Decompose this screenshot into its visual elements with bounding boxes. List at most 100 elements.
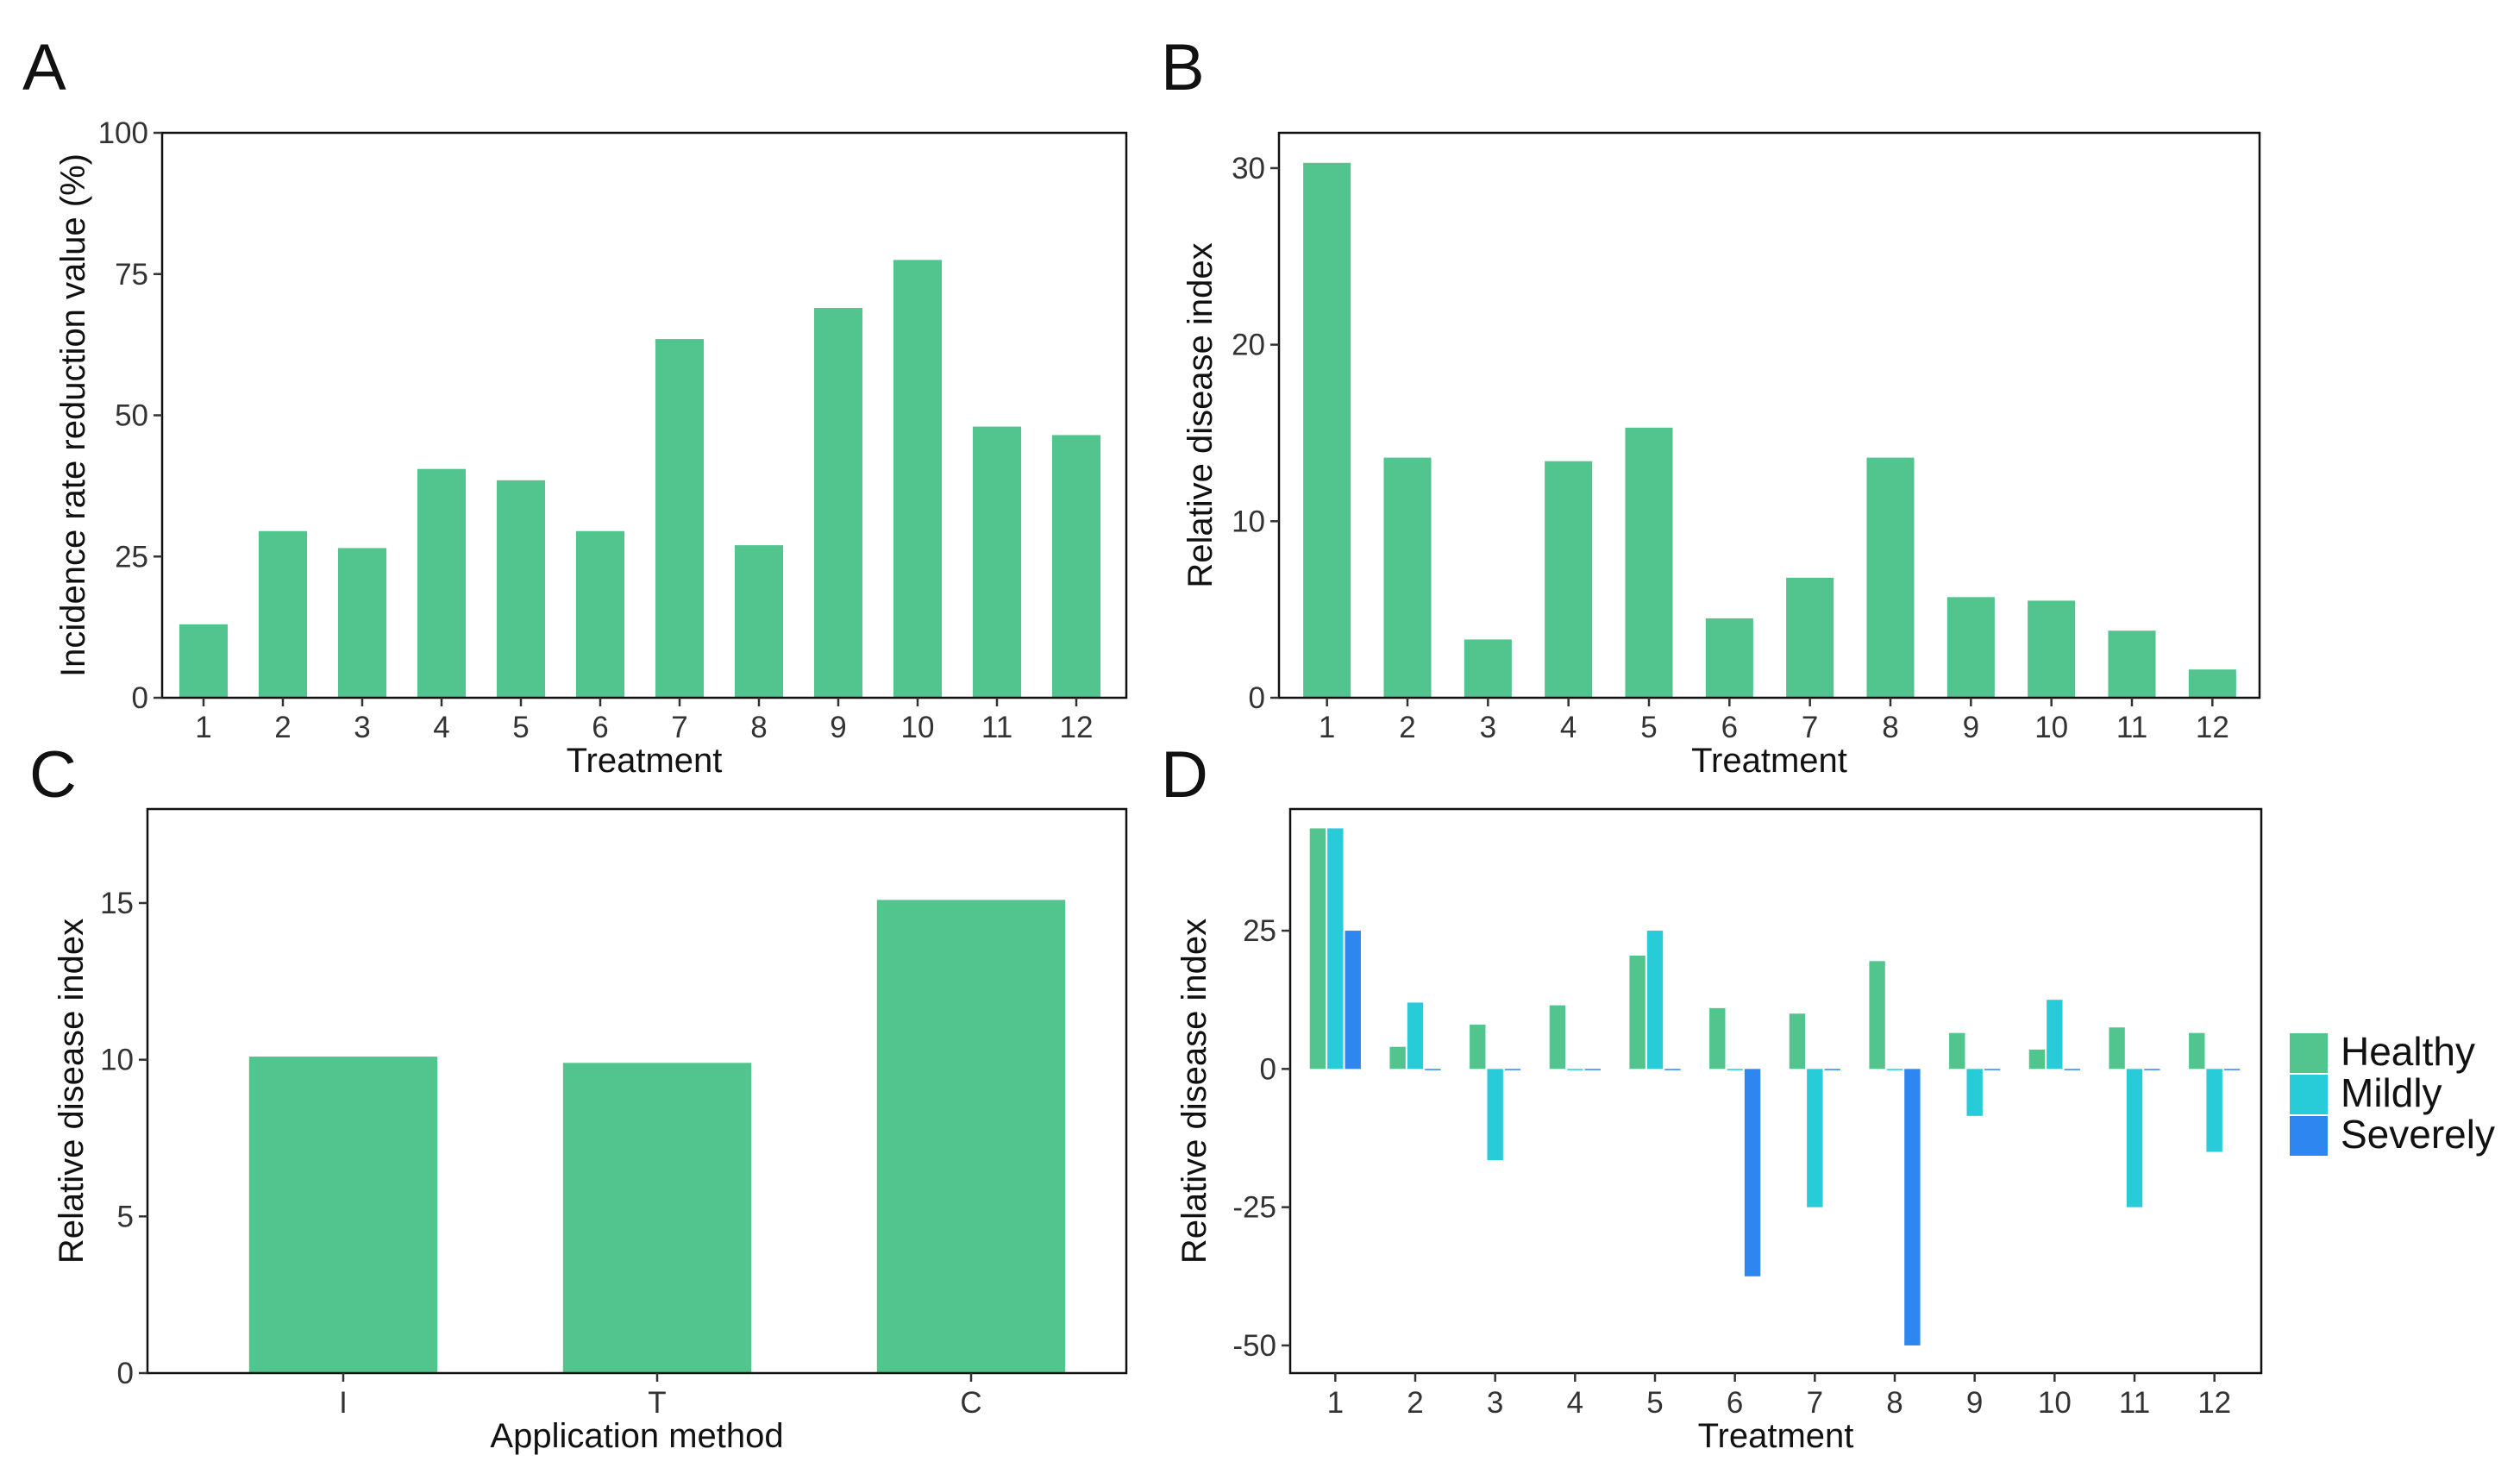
bar-severely-9 [1984, 1069, 2001, 1070]
x-tick-label: 7 [1802, 711, 1818, 744]
bar-mildly-2 [1407, 1002, 1424, 1069]
bar-12 [1051, 435, 1101, 698]
x-tick-label: 11 [2119, 1386, 2150, 1420]
bar-severely-2 [1425, 1069, 1441, 1070]
legend-label-severely: Severely [2341, 1112, 2495, 1157]
x-tick-label: 10 [901, 711, 935, 744]
x-tick-label: 1 [195, 711, 211, 744]
x-tick-label: 8 [1882, 711, 1898, 744]
x-tick-label: 4 [1560, 711, 1577, 744]
bar-6 [1705, 618, 1753, 698]
bar-severely-7 [1824, 1069, 1840, 1070]
x-tick-label: 7 [671, 711, 687, 744]
bar-3 [337, 548, 387, 698]
x-tick-label: 2 [1407, 1386, 1423, 1420]
bar-mildly-11 [2126, 1069, 2143, 1207]
bar-mildly-8 [1886, 1069, 1903, 1070]
x-axis-title: Treatment [1691, 742, 1847, 780]
x-tick-label: 9 [830, 711, 846, 744]
y-axis-title: Relative disease index [53, 919, 91, 1264]
bar-mildly-4 [1567, 1069, 1583, 1070]
y-tick-label: 10 [1232, 505, 1265, 538]
x-tick-label: 4 [1567, 1386, 1583, 1420]
x-tick-label: 3 [1487, 1386, 1503, 1420]
bar-healthy-2 [1389, 1046, 1406, 1069]
bar-healthy-11 [2109, 1027, 2125, 1069]
x-tick-label: 5 [1640, 711, 1657, 744]
bar-healthy-9 [1949, 1032, 1965, 1069]
bar-10 [893, 260, 943, 698]
y-tick-label: 50 [115, 399, 148, 433]
bar-T [562, 1063, 752, 1373]
x-tick-label: I [339, 1386, 348, 1420]
bar-severely-10 [2064, 1069, 2080, 1070]
bar-I [248, 1057, 438, 1373]
bar-C [876, 900, 1066, 1373]
x-tick-label: 1 [1327, 1386, 1344, 1420]
bar-healthy-4 [1549, 1005, 1566, 1069]
bar-severely-4 [1584, 1069, 1601, 1070]
bar-healthy-7 [1789, 1013, 1806, 1069]
x-tick-label: 10 [2034, 711, 2068, 744]
x-tick-label: 9 [1963, 711, 1979, 744]
bar-11 [2108, 630, 2156, 698]
legend-label-mildly: Mildly [2341, 1070, 2442, 1115]
bar-mildly-3 [1487, 1069, 1503, 1161]
bar-mildly-5 [1646, 931, 1664, 1069]
x-tick-label: 9 [1966, 1386, 1983, 1420]
bar-7 [1786, 577, 1834, 698]
bar-healthy-12 [2189, 1032, 2205, 1069]
y-tick-label: 0 [1249, 681, 1265, 715]
x-tick-label: 12 [1060, 711, 1094, 744]
x-tick-label: 3 [354, 711, 370, 744]
bar-healthy-10 [2028, 1049, 2046, 1069]
bar-4 [1545, 461, 1593, 698]
y-tick-label: -50 [1232, 1329, 1276, 1363]
bar-6 [575, 530, 625, 698]
panel-letter-c: C [29, 738, 77, 812]
y-tick-label: 0 [117, 1357, 134, 1390]
bar-3 [1464, 639, 1512, 698]
y-tick-label: 5 [117, 1200, 134, 1233]
bar-10 [2028, 600, 2076, 698]
bar-2 [258, 530, 308, 698]
x-tick-label: 8 [750, 711, 767, 744]
y-tick-label: 75 [115, 258, 148, 292]
x-tick-label: 11 [981, 711, 1012, 744]
y-tick-label: -25 [1232, 1191, 1276, 1225]
y-axis-title: Relative disease index [1182, 242, 1219, 587]
x-tick-label: 11 [2116, 711, 2147, 744]
bar-healthy-3 [1470, 1025, 1486, 1069]
bar-mildly-9 [1966, 1069, 1983, 1116]
panel-letter-b: B [1161, 31, 1205, 104]
plot-frame [1288, 807, 2263, 1375]
y-axis-title: Incidence rate reduction value (%) [54, 154, 92, 677]
x-tick-label: 5 [1646, 1386, 1663, 1420]
bar-2 [1383, 457, 1432, 698]
x-tick-label: 5 [512, 711, 529, 744]
bar-severely-1 [1345, 931, 1361, 1069]
bar-5 [1625, 427, 1673, 698]
panel-letter-d: D [1161, 738, 1208, 812]
x-tick-label: 12 [2197, 1386, 2231, 1420]
bar-9 [813, 308, 863, 698]
bar-healthy-5 [1629, 955, 1646, 1069]
bar-healthy-6 [1709, 1007, 1726, 1069]
x-tick-label: 8 [1886, 1386, 1903, 1420]
y-tick-label: 0 [132, 681, 148, 715]
x-tick-label: C [960, 1386, 981, 1420]
x-tick-label: 6 [1721, 711, 1738, 744]
x-tick-label: 7 [1807, 1386, 1823, 1420]
y-tick-label: 10 [100, 1044, 134, 1077]
legend-swatch-severely [2290, 1116, 2328, 1156]
bar-1 [179, 624, 229, 698]
bar-8 [734, 545, 784, 698]
bar-mildly-10 [2047, 1000, 2063, 1069]
bar-severely-11 [2144, 1069, 2160, 1070]
bar-1 [1303, 162, 1351, 698]
bar-healthy-8 [1869, 961, 1885, 1069]
bar-4 [417, 468, 467, 698]
